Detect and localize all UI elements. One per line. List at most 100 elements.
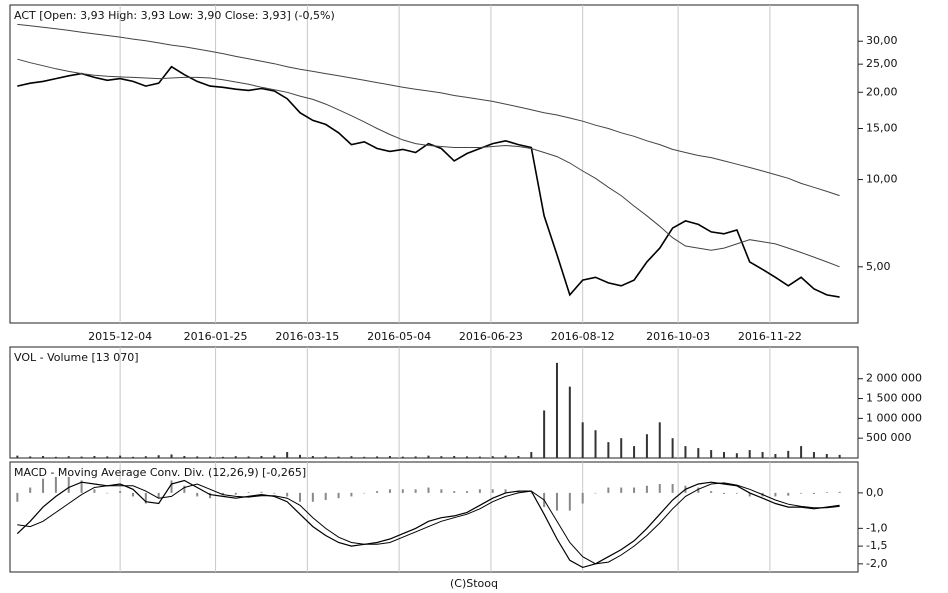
bar: [209, 492, 212, 499]
bar: [106, 456, 109, 458]
bar: [80, 480, 83, 493]
bar: [157, 492, 160, 499]
bar: [530, 492, 533, 494]
bar: [645, 485, 648, 493]
bar: [581, 422, 584, 458]
bar: [633, 446, 636, 458]
bar: [478, 489, 481, 493]
bar: [710, 491, 713, 493]
bar: [401, 456, 404, 458]
line: [17, 482, 840, 565]
bar: [376, 456, 379, 458]
bar: [144, 492, 147, 504]
bar: [607, 442, 610, 458]
y-tick-label: 1 500 000: [866, 392, 922, 405]
bar: [800, 492, 803, 494]
bar: [633, 487, 636, 493]
x-tick-label: 2016-10-03: [646, 330, 710, 343]
bar: [440, 456, 443, 458]
bar: [723, 492, 726, 494]
bar: [388, 456, 391, 458]
bar: [54, 476, 57, 493]
bar: [812, 492, 815, 494]
bar: [735, 453, 738, 458]
bar: [324, 456, 327, 458]
bar: [119, 491, 122, 493]
line: [17, 23, 840, 197]
bar: [388, 489, 391, 493]
bar: [234, 456, 237, 458]
bar: [286, 492, 289, 497]
bar: [337, 492, 340, 499]
bar: [196, 492, 199, 497]
y-tick-label: -1,0: [866, 521, 887, 534]
bar: [478, 456, 481, 458]
y-tick-label: 25,00: [866, 57, 898, 70]
bar: [42, 478, 45, 493]
bar: [427, 487, 430, 493]
bar: [311, 456, 314, 458]
bar: [491, 489, 494, 493]
bar: [247, 492, 250, 493]
bar: [620, 438, 623, 458]
bar: [774, 454, 777, 458]
bar: [363, 456, 366, 458]
panel-title: MACD - Moving Average Conv. Div. (12,26,…: [14, 466, 306, 479]
y-tick-label: 500 000: [866, 431, 912, 444]
bar: [517, 491, 520, 493]
bar: [67, 456, 70, 458]
bar: [787, 450, 790, 458]
line: [16, 479, 840, 569]
bar: [645, 434, 648, 458]
footer: (C)Stooq: [450, 577, 498, 590]
bar: [260, 491, 263, 493]
bar: [311, 492, 314, 502]
bar: [671, 484, 674, 493]
bar: [838, 454, 841, 458]
bar: [273, 455, 276, 458]
bar: [697, 448, 700, 458]
bar: [273, 492, 276, 494]
bar: [491, 456, 494, 458]
bar: [697, 487, 700, 493]
bar: [466, 491, 469, 493]
bar: [106, 492, 109, 494]
bar: [16, 455, 19, 458]
bar: [144, 456, 147, 458]
bar: [671, 438, 674, 458]
bar: [581, 492, 584, 504]
macd-panel: [9, 461, 859, 573]
bar: [247, 456, 250, 458]
bar: [209, 456, 212, 458]
bar: [761, 452, 764, 458]
y-tick-label: 20,00: [866, 85, 898, 98]
bar: [299, 454, 302, 458]
bar: [453, 491, 456, 493]
bar: [504, 489, 507, 493]
bar: [774, 492, 777, 497]
bar: [800, 446, 803, 458]
bar: [170, 454, 173, 458]
bar: [453, 456, 456, 458]
y-tick-label: 10,00: [866, 173, 898, 186]
bar: [658, 484, 661, 493]
bar: [735, 492, 738, 494]
bar: [221, 456, 224, 458]
bar: [607, 487, 610, 493]
bar: [748, 492, 751, 497]
panel-title: ACT [Open: 3,93 High: 3,93 Low: 3,90 Clo…: [14, 9, 335, 22]
y-tick-label: 30,00: [866, 34, 898, 47]
bar: [812, 452, 815, 458]
bar: [658, 422, 661, 458]
price-panel: [9, 4, 859, 324]
bar: [29, 456, 32, 458]
bar: [286, 452, 289, 458]
x-tick-label: 2016-01-25: [184, 330, 248, 343]
y-tick-label: 2 000 000: [866, 372, 922, 385]
y-tick-label: -2,0: [866, 557, 887, 570]
bar: [466, 456, 469, 458]
line: [17, 58, 840, 268]
bar: [324, 492, 327, 500]
bar: [401, 489, 404, 493]
bar: [414, 456, 417, 458]
